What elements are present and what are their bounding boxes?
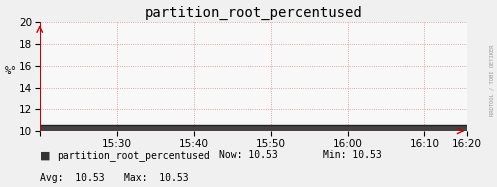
- Text: partition_root_percentused: partition_root_percentused: [57, 150, 210, 161]
- Title: partition_root_percentused: partition_root_percentused: [145, 6, 362, 20]
- Text: Avg:  10.53: Avg: 10.53: [40, 173, 104, 183]
- Text: Now: 10.53: Now: 10.53: [219, 150, 277, 160]
- Text: ■: ■: [40, 150, 50, 160]
- Text: RRDTOOL / TOBI OETIKER: RRDTOOL / TOBI OETIKER: [490, 45, 495, 116]
- Text: Max:  10.53: Max: 10.53: [124, 173, 189, 183]
- Text: Min: 10.53: Min: 10.53: [323, 150, 382, 160]
- Text: %°: %°: [5, 66, 17, 76]
